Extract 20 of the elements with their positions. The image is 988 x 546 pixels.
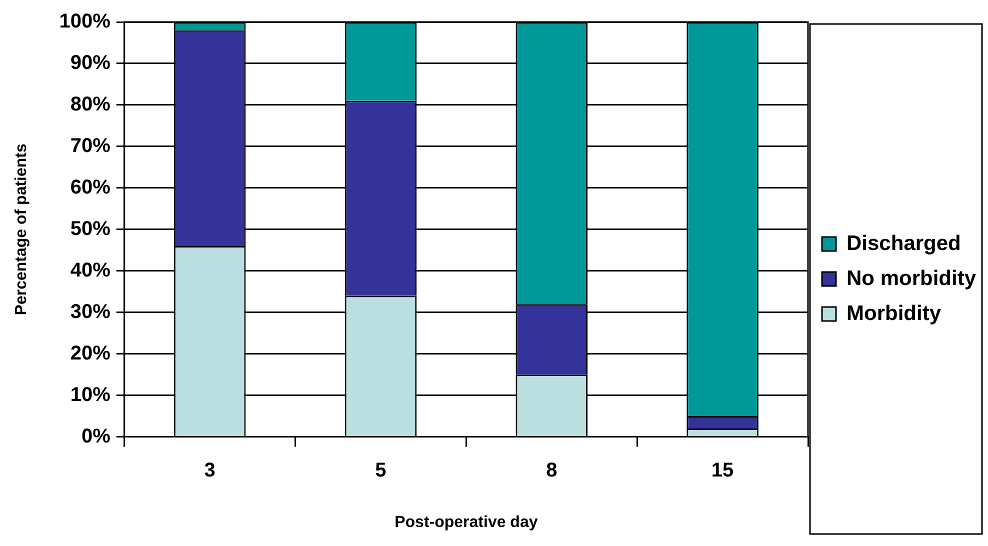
legend-label: Discharged <box>846 232 961 255</box>
legend-label: No morbidity <box>846 266 976 290</box>
y-tick-label: 20% <box>70 342 111 364</box>
x-tick-label: 15 <box>711 459 734 482</box>
x-tick-label: 8 <box>546 459 558 482</box>
x-axis-title: Post-operative day <box>394 514 538 531</box>
y-tick-label: 70% <box>70 134 111 157</box>
y-tick-label: 10% <box>70 384 111 406</box>
y-axis-title: Percentage of patients <box>13 144 30 316</box>
y-tick-label: 60% <box>70 176 111 198</box>
y-tick-label: 30% <box>70 300 111 323</box>
y-tick-label: 50% <box>70 218 111 240</box>
y-tick-label: 0% <box>81 425 111 448</box>
y-tick-label: 40% <box>70 259 111 282</box>
y-tick-label: 80% <box>70 93 111 116</box>
y-tick-label: 100% <box>59 10 111 33</box>
x-tick-label: 3 <box>204 459 216 482</box>
y-tick-label: 90% <box>70 52 111 74</box>
x-tick-label: 5 <box>375 459 386 482</box>
legend-label: Morbidity <box>846 302 942 325</box>
